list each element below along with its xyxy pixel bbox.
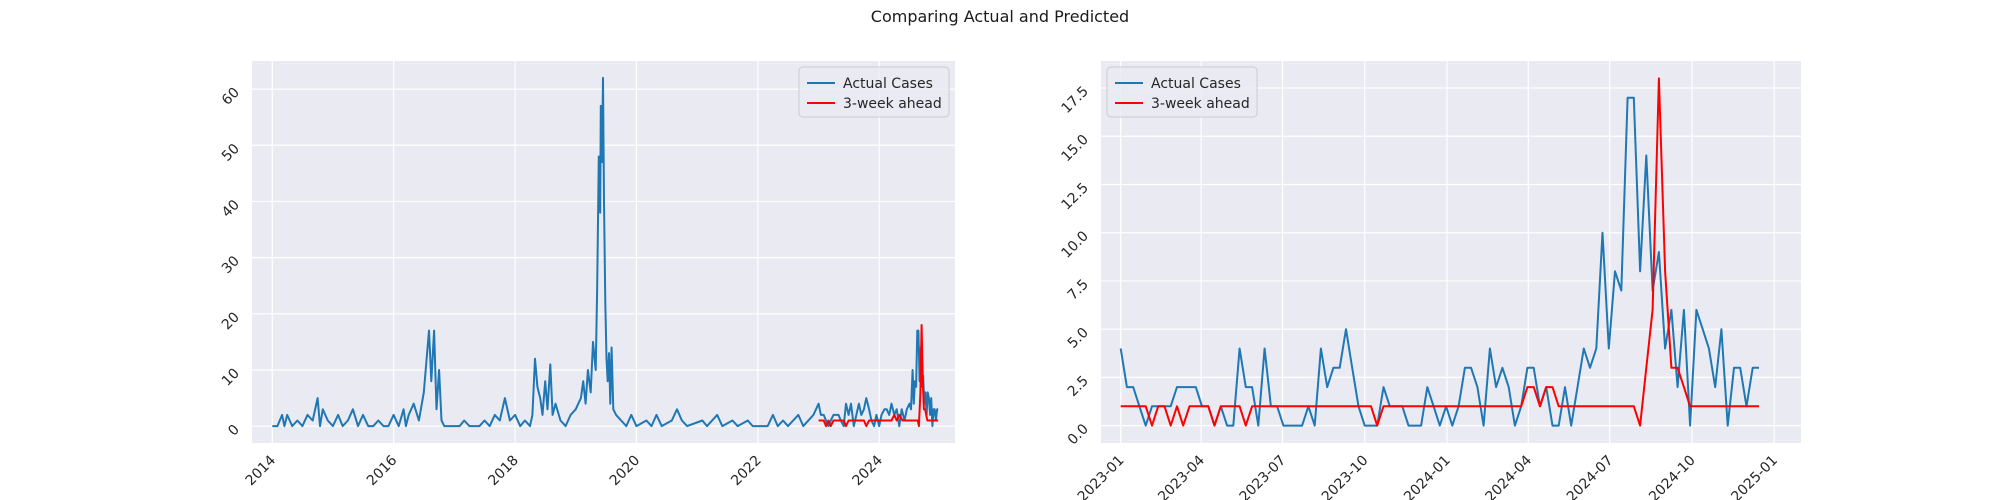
x-tick-label: 2024 [850,452,887,489]
legend-box [798,66,950,118]
y-tick-label: 0 [225,422,243,440]
x-tick-label: 2023-04 [1155,452,1208,500]
three-week-ahead-line [1120,77,1759,427]
y-tick-label: 0.0 [1065,421,1092,448]
x-tick-label: 2025-01 [1728,453,1781,500]
y-tick-label: 12.5 [1058,180,1091,213]
legend: Actual Cases 3-week ahead [1106,66,1258,118]
x-tick-label: 2022 [728,453,765,490]
three-week-ahead-line [818,324,939,428]
x-tick-label: 2014 [243,452,280,489]
x-tick-label: 2023-07 [1237,453,1290,500]
y-tick-label: 30 [219,253,243,277]
x-tick-label: 2024-04 [1482,452,1535,500]
y-tick-label: 10 [219,365,243,389]
y-tick-label: 7.5 [1065,276,1092,303]
legend-label: 3-week ahead [843,96,942,112]
x-tick-label: 2023-01 [1075,453,1128,500]
y-tick-label: 50 [219,141,243,165]
x-tick-label: 2018 [485,453,522,490]
x-tick-label: 2024-07 [1564,453,1617,500]
y-tick-label: 15.0 [1058,132,1091,165]
legend-label: Actual Cases [1151,76,1241,92]
actual-cases-line [272,76,939,428]
x-tick-label: 2023-10 [1319,453,1372,500]
x-tick-label: 2020 [607,453,644,490]
right-chart-axes: 2023-01 2023-04 2023-07 2023-10 2024-01 2024-… [1058,61,1801,500]
legend: Actual Cases 3-week ahead [798,66,950,118]
legend-label: 3-week ahead [1151,96,1250,112]
y-tick-label: 60 [219,85,243,109]
x-tick-label: 2024-01 [1401,453,1454,500]
legend-label: Actual Cases [843,76,933,92]
x-tick-label: 2016 [364,452,401,489]
y-tick-label: 5.0 [1065,325,1092,352]
x-tick-label: 2024-10 [1646,453,1699,500]
y-tick-label: 40 [219,197,243,221]
plot-background [1101,61,1801,443]
y-tick-label: 2.5 [1065,373,1092,400]
left-chart-axes: 2014 2016 2018 2020 2022 2024 0 10 20 30 40 50 60 Act… [219,61,955,489]
legend-box [1106,66,1258,118]
figure-title: Comparing Actual and Predicted [870,7,1130,26]
y-tick-label: 20 [219,309,243,333]
y-tick-label: 17.5 [1058,84,1091,117]
y-tick-label: 10.0 [1058,228,1091,261]
